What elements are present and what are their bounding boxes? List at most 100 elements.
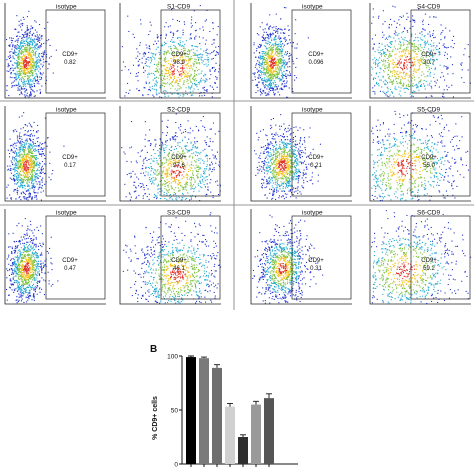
gate-rectangle [45, 9, 106, 94]
gate-rectangle [45, 112, 106, 197]
panel-title: S5-CD9 [417, 107, 441, 114]
gate-value: 30.7 [423, 60, 435, 66]
gate-value: 46.1 [173, 266, 185, 272]
flow-panel-p-s5: S5-CD9 CD9+ 55.0 [369, 105, 473, 203]
gate-label: CD9+ [62, 258, 78, 264]
scatter-cloud [252, 214, 324, 304]
bar-3 [212, 367, 222, 464]
flow-panel-p-iso-5: isotype CD9+ 0.21 [250, 105, 354, 203]
flow-panel-p-s1: S1-CD9 CD9+ 98.9 [119, 2, 223, 100]
bar-7 [264, 398, 274, 464]
error-bar-1 [188, 355, 194, 358]
panel-axes [119, 106, 221, 202]
panel-axes [369, 106, 471, 202]
gate-label: CD9+ [62, 52, 78, 58]
scatter-cloud [371, 109, 469, 202]
gate-value: 55.0 [423, 163, 435, 169]
panel-title: isotype [56, 107, 77, 114]
flow-panel-p-iso-4: isotype CD9+ 0.096 [250, 2, 354, 100]
bar-1 [186, 357, 196, 464]
gate-value: 0.17 [64, 163, 76, 169]
bar-2 [199, 358, 209, 464]
panel-axes [119, 209, 221, 305]
gate-rectangle [160, 112, 221, 197]
gate-value: 0.47 [64, 266, 76, 272]
gate-value: 0.82 [64, 60, 76, 66]
gate-value: 0.096 [308, 60, 324, 66]
scatter-cloud [371, 210, 472, 304]
flow-panel-p-iso-3: isotype CD9+ 0.47 [4, 208, 108, 306]
panel-title: isotype [56, 4, 77, 11]
error-bar-6 [253, 400, 259, 405]
gate-label: CD9+ [308, 52, 324, 58]
scatter-cloud [254, 114, 321, 200]
scatter-cloud [252, 7, 309, 98]
scatter-cloud [121, 107, 221, 202]
gate-value: 0.31 [310, 266, 322, 272]
gate-label: CD9+ [421, 52, 437, 58]
panel-title: isotype [302, 4, 323, 11]
bar-chart: B % CD9+ cells 0 50 100 [150, 344, 298, 468]
flow-panel-p-s4: S4-CD9 CD9+ 30.7 [369, 2, 473, 100]
error-bar-5 [240, 434, 246, 437]
gate-rectangle [291, 215, 352, 300]
panel-axes [250, 3, 352, 99]
gate-rectangle [410, 215, 471, 300]
scatter-cloud [6, 218, 59, 304]
scatter-cloud [371, 5, 471, 98]
error-bar-7 [266, 393, 272, 399]
bar-6 [251, 404, 261, 464]
gate-rectangle [291, 9, 352, 94]
plot-area: 0 50 100 [167, 353, 298, 468]
panel-axes [119, 3, 221, 99]
gate-label: CD9+ [421, 258, 437, 264]
gate-label: CD9+ [308, 155, 324, 161]
gate-value: 59.2 [423, 266, 435, 272]
gate-rectangle [45, 215, 106, 300]
gate-label: CD9+ [62, 155, 78, 161]
panel-axes [369, 3, 471, 99]
panel-title: S4-CD9 [417, 4, 441, 11]
gate-rectangle [160, 9, 221, 94]
panel-title: S1-CD9 [167, 4, 191, 11]
flow-panel-p-iso-1: isotype CD9+ 0.82 [4, 2, 108, 100]
scatter-cloud [121, 5, 221, 98]
y-tick-label: 50 [171, 407, 179, 414]
bar-5 [238, 437, 248, 464]
gate-label: CD9+ [421, 155, 437, 161]
bar-4 [225, 406, 235, 464]
gate-rectangle [291, 112, 352, 197]
panel-axes [250, 209, 352, 305]
panel-title: isotype [302, 107, 323, 114]
y-tick-label: 0 [174, 461, 178, 468]
y-tick-label: 100 [167, 353, 178, 360]
gate-label: CD9+ [171, 155, 187, 161]
panel-title: S3-CD9 [167, 210, 191, 217]
panel-letter: B [150, 344, 157, 355]
panel-title: isotype [56, 210, 77, 217]
gate-rectangle [410, 9, 471, 94]
flow-panel-p-s3: S3-CD9 CD9+ 46.1 [119, 208, 223, 306]
gate-label: CD9+ [171, 258, 187, 264]
error-bar-3 [214, 364, 220, 368]
panel-axes [369, 209, 471, 305]
scatter-cloud [6, 112, 65, 201]
panel-separators [0, 0, 474, 310]
flow-panel-p-s6: S6-CD9 CD9+ 59.2 [369, 208, 473, 306]
panel-title: S6-CD9 [417, 210, 441, 217]
y-axis-label: % CD9+ cells [152, 396, 159, 440]
panel-title: S2-CD9 [167, 107, 191, 114]
error-bar-4 [227, 403, 233, 407]
gate-value: 98.9 [173, 60, 185, 66]
scatter-cloud [6, 10, 57, 98]
gate-label: CD9+ [308, 258, 324, 264]
flow-panel-p-iso-2: isotype CD9+ 0.17 [4, 105, 108, 203]
flow-panel-p-iso-6: isotype CD9+ 0.31 [250, 208, 354, 306]
gate-rectangle [410, 112, 471, 197]
panel-title: isotype [302, 210, 323, 217]
panel-axes [4, 106, 106, 202]
panel-axes [4, 209, 106, 305]
gate-label: CD9+ [171, 52, 187, 58]
gate-rectangle [160, 215, 221, 300]
panel-axes [250, 106, 352, 202]
